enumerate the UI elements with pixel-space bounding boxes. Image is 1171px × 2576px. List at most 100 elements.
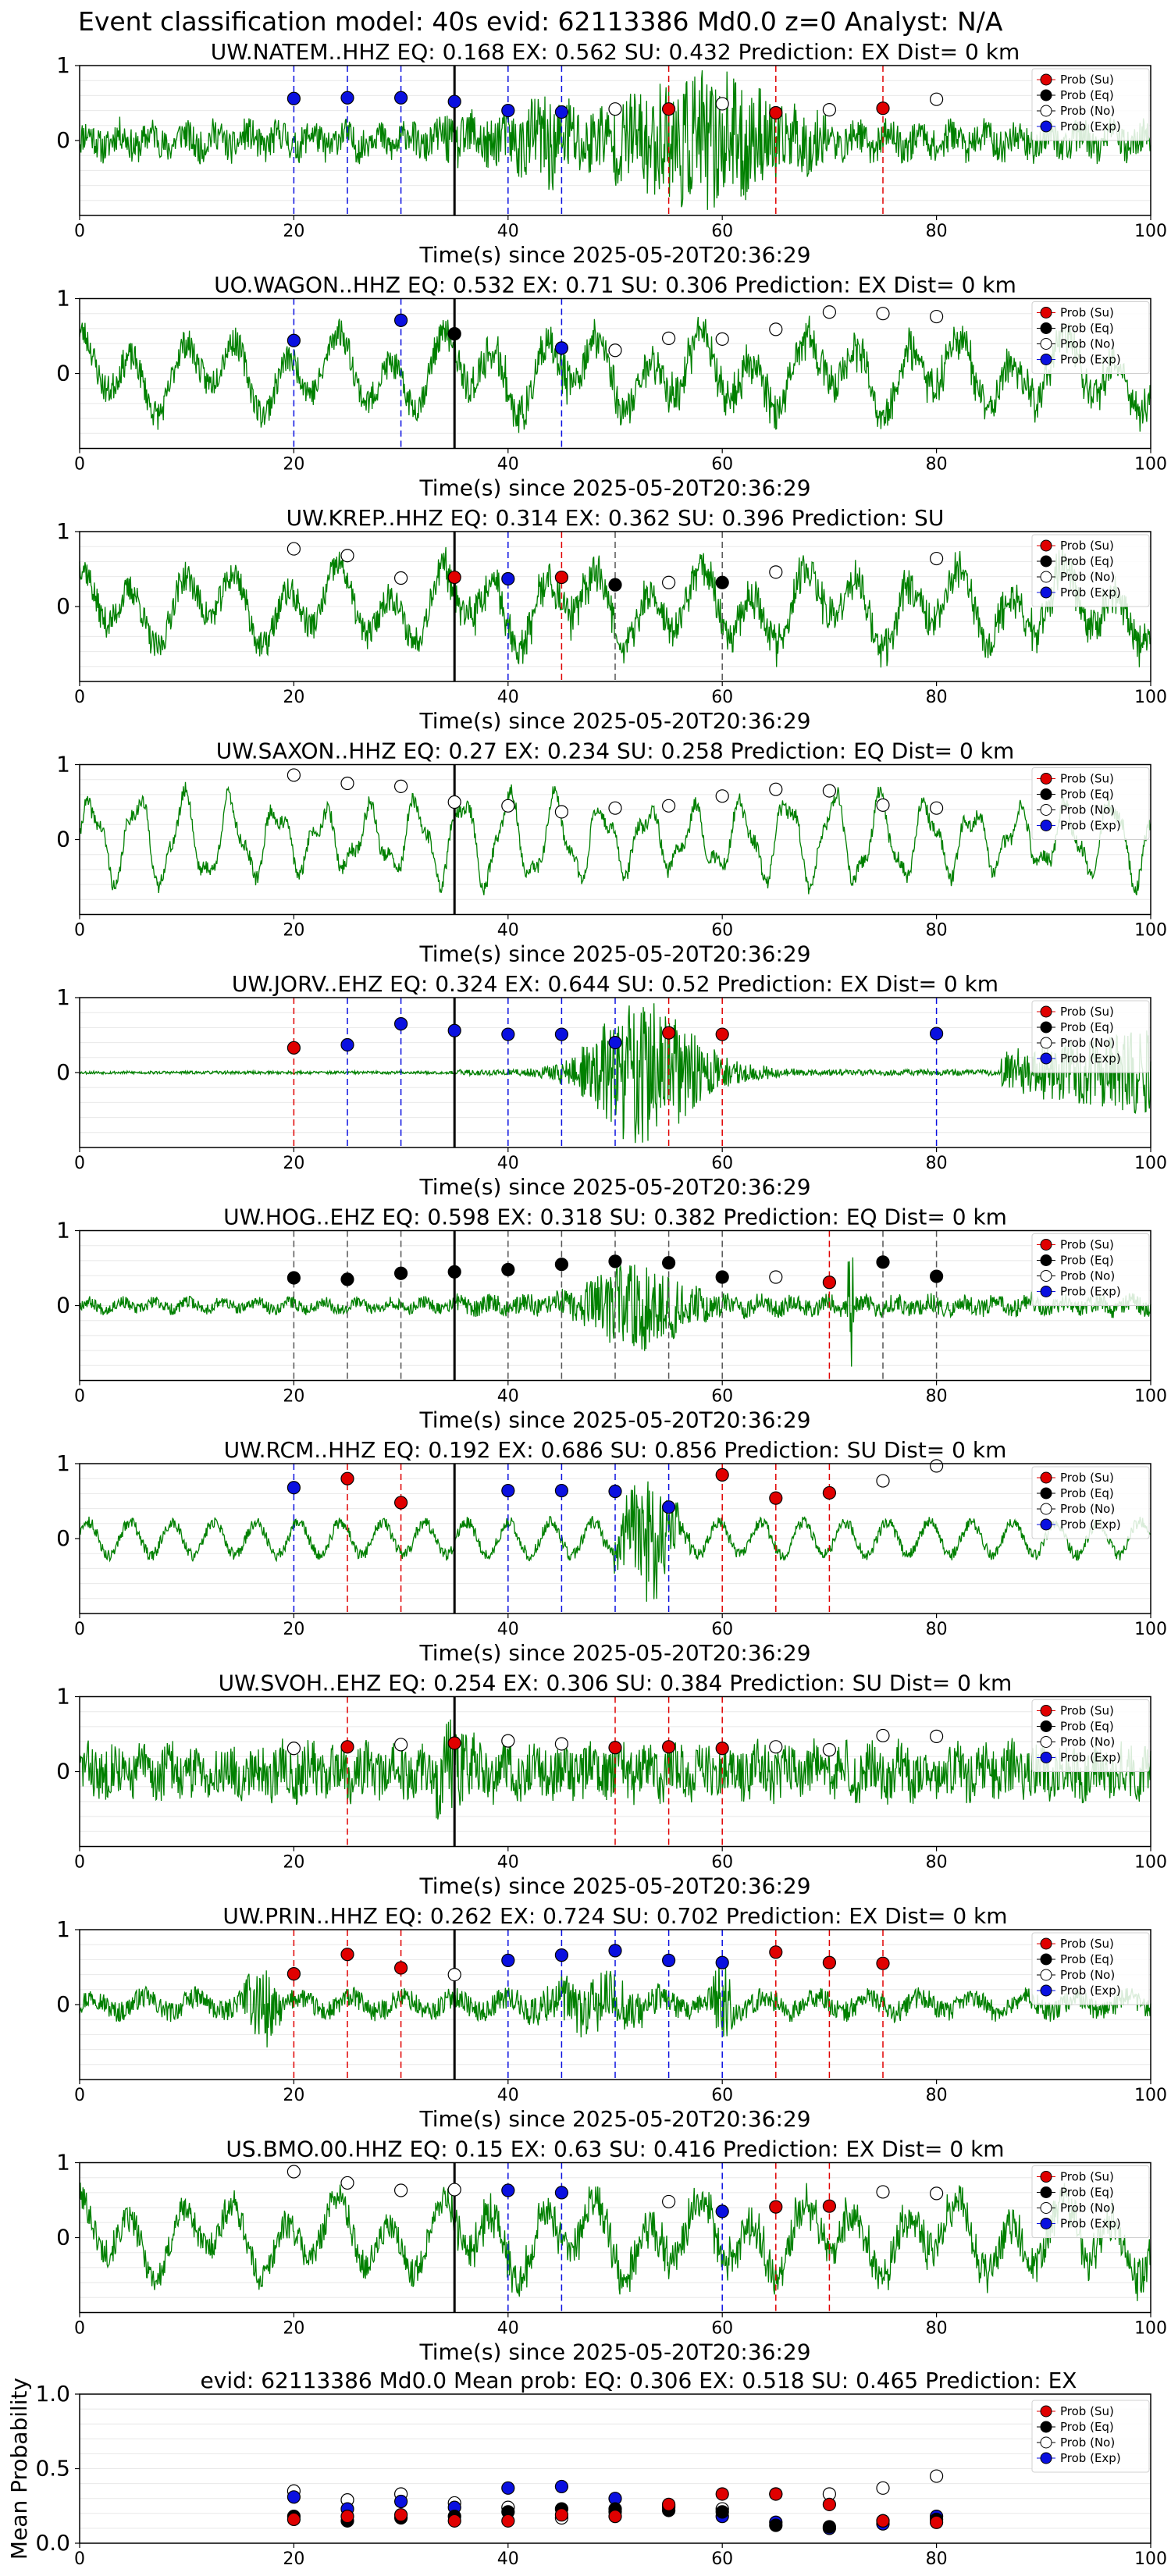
legend-marker-eq: [1040, 322, 1052, 334]
panel-title: UW.NATEM..HHZ EQ: 0.168 EX: 0.562 SU: 0.…: [211, 39, 1020, 65]
legend-label-su: Prob (Su): [1060, 772, 1114, 786]
prob-marker-exp: [501, 1483, 515, 1498]
x-tick-label: 40: [497, 2319, 519, 2339]
x-axis-label: Time(s) since 2025-05-20T20:36:29: [418, 475, 810, 501]
legend-label-su: Prob (Su): [1060, 1238, 1114, 1252]
prob-marker-su: [715, 1027, 729, 1041]
legend-marker-su: [1040, 539, 1052, 552]
legend-label-su: Prob (Su): [1060, 1704, 1114, 1718]
station-panel-9: UW.PRIN..HHZ EQ: 0.262 EX: 0.724 SU: 0.7…: [56, 1903, 1167, 2132]
prob-marker-no: [287, 542, 301, 556]
prob-marker-no: [661, 799, 676, 813]
x-tick-label: 60: [711, 1154, 733, 1173]
mean-panel-title: evid: 62113386 Md0.0 Mean prob: EQ: 0.30…: [201, 2368, 1077, 2393]
legend-box: [1031, 2165, 1150, 2238]
x-tick-label: 100: [1134, 455, 1167, 475]
legend-label-no: Prob (No): [1060, 570, 1115, 584]
prob-marker-no: [876, 307, 890, 321]
legend-label-su: Prob (Su): [1060, 2170, 1114, 2184]
x-tick-label: 100: [1134, 222, 1167, 241]
y-tick-label: 1: [56, 984, 70, 1010]
station-panel-10: US.BMO.00.HHZ EQ: 0.15 EX: 0.63 SU: 0.41…: [56, 2137, 1167, 2365]
panel-title: UW.JORV..EHZ EQ: 0.324 EX: 0.644 SU: 0.5…: [232, 971, 998, 997]
legend-marker-su: [1040, 1005, 1052, 1018]
x-tick-label: 40: [497, 1853, 519, 1873]
prob-marker-no: [769, 1270, 783, 1284]
x-tick-label: 100: [1134, 1154, 1167, 1173]
legend-label-no: Prob (No): [1060, 1502, 1115, 1516]
prob-marker-no: [287, 2165, 301, 2179]
legend-marker-no: [1040, 1037, 1052, 1049]
panel-title: UW.SVOH..EHZ EQ: 0.254 EX: 0.306 SU: 0.3…: [219, 1670, 1013, 1696]
legend-box: [1031, 1932, 1150, 2005]
legend-label-exp: Prob (Exp): [1060, 1051, 1121, 1066]
x-tick-label: 40: [497, 2086, 519, 2105]
prob-marker-eq: [287, 1271, 301, 1285]
x-tick-label: 0: [74, 455, 85, 475]
prob-marker-eq: [554, 1258, 569, 1272]
mean-marker-eq: [715, 2505, 729, 2519]
legend-label-no: Prob (No): [1060, 104, 1115, 118]
prob-marker-exp: [393, 91, 408, 105]
legend-marker-no: [1040, 1503, 1052, 1515]
prob-marker-eq: [501, 1262, 515, 1277]
x-tick-label: 60: [711, 2549, 733, 2569]
prob-marker-su: [876, 1956, 890, 1970]
legend-marker-no: [1040, 804, 1052, 816]
legend-label-exp: Prob (Exp): [1060, 353, 1121, 367]
prob-marker-no: [929, 1459, 944, 1473]
x-tick-label: 20: [283, 455, 304, 475]
mean-probability-panel: evid: 62113386 Md0.0 Mean prob: EQ: 0.30…: [6, 2368, 1167, 2569]
prob-marker-eq: [715, 1270, 729, 1284]
x-tick-label: 40: [497, 1387, 519, 1407]
prob-marker-no: [929, 309, 944, 324]
prob-marker-no: [929, 1729, 944, 1743]
legend-marker-su: [1040, 307, 1052, 318]
prob-marker-no: [822, 1743, 837, 1757]
y-tick-label: 0.0: [35, 2530, 70, 2556]
x-tick-label: 40: [497, 2549, 519, 2569]
y-tick-label: 0: [56, 1759, 70, 1784]
prob-marker-no: [929, 92, 944, 106]
prob-marker-no: [608, 801, 622, 815]
prob-marker-su: [661, 1026, 676, 1040]
legend-label-exp: Prob (Exp): [1060, 1751, 1121, 1765]
y-tick-label: 1: [56, 1916, 70, 1942]
legend-marker-exp: [1040, 1984, 1052, 1997]
prob-marker-no: [715, 97, 729, 111]
legend-label-su: Prob (Su): [1060, 2404, 1114, 2418]
panel-title: UW.HOG..EHZ EQ: 0.598 EX: 0.318 SU: 0.38…: [223, 1204, 1007, 1230]
prob-marker-no: [661, 2194, 676, 2209]
mean-marker-exp: [554, 2479, 569, 2494]
prob-marker-exp: [501, 2183, 515, 2197]
legend-box: [1031, 68, 1150, 141]
prob-marker-eq: [447, 1265, 461, 1279]
legend-marker-eq: [1040, 89, 1052, 101]
x-axis-label: Time(s) since 2025-05-20T20:36:29: [418, 1640, 810, 1666]
legend-label-no: Prob (No): [1060, 337, 1115, 351]
legend-label-exp: Prob (Exp): [1060, 1285, 1121, 1299]
legend-label-su: Prob (Su): [1060, 1471, 1114, 1485]
y-tick-label: 0.5: [35, 2456, 70, 2482]
legend-marker-no: [1040, 105, 1052, 117]
prob-marker-exp: [715, 1955, 729, 1969]
x-tick-label: 100: [1134, 1387, 1167, 1407]
prob-marker-exp: [715, 2204, 729, 2218]
x-axis-label: Time(s) since 2025-05-20T20:36:29: [418, 2106, 810, 2132]
mean-marker-su: [929, 2515, 944, 2529]
mean-marker-su: [822, 2497, 837, 2511]
legend-marker-no: [1040, 2436, 1052, 2449]
x-tick-label: 40: [497, 1620, 519, 1639]
legend-marker-exp: [1040, 1286, 1052, 1297]
prob-marker-no: [393, 2183, 408, 2197]
y-tick-label: 0: [56, 593, 70, 619]
x-tick-label: 80: [926, 2319, 948, 2339]
x-tick-label: 0: [74, 1154, 85, 1173]
legend-marker-exp: [1040, 354, 1052, 365]
x-tick-label: 20: [283, 921, 304, 941]
mean-y-axis-label: Mean Probability: [6, 2378, 32, 2560]
legend-label-exp: Prob (Exp): [1060, 1517, 1121, 1532]
waveform-trace: [79, 2182, 1151, 2301]
x-tick-label: 80: [926, 1154, 948, 1173]
prob-marker-su: [608, 1741, 622, 1755]
